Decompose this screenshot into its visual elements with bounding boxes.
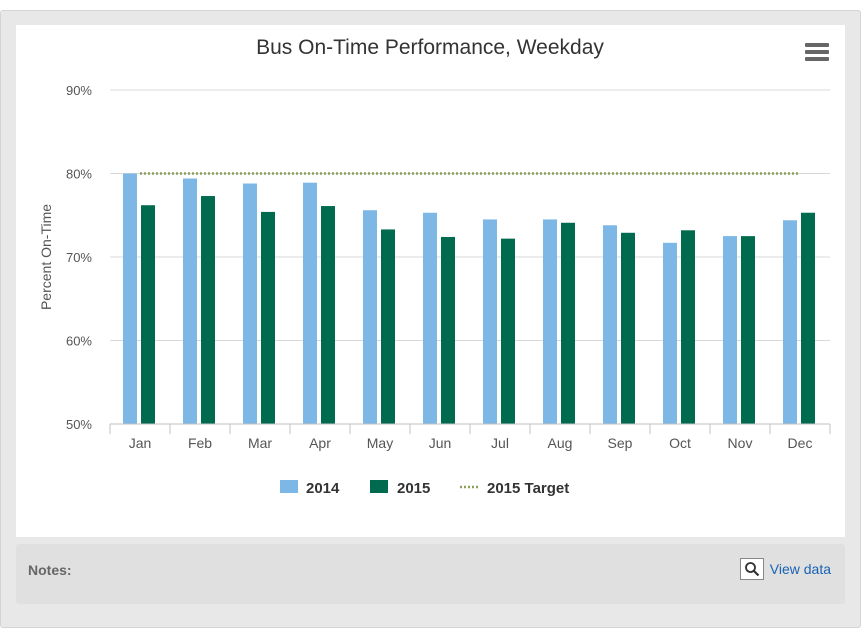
y-tick-label: 70%	[66, 250, 92, 265]
legend-item-2014[interactable]: 2014	[280, 480, 340, 497]
bar-2014-apr[interactable]	[303, 182, 317, 424]
bar-2015-nov[interactable]	[741, 236, 755, 424]
bar-2015-jun[interactable]	[441, 236, 455, 424]
x-tick-label: Feb	[188, 435, 212, 451]
bar-2015-aug[interactable]	[561, 222, 575, 424]
legend-label: 2014	[306, 480, 340, 497]
legend-swatch	[280, 480, 298, 493]
x-tick-label: Nov	[728, 435, 753, 451]
y-tick-label: 80%	[66, 167, 92, 182]
x-tick-label: Sep	[608, 435, 633, 451]
bar-2015-jul[interactable]	[501, 238, 515, 424]
x-tick-label: Jan	[129, 435, 152, 451]
legend-swatch	[370, 480, 388, 493]
x-tick-label: Jun	[429, 435, 452, 451]
bar-2015-mar[interactable]	[261, 211, 275, 424]
bar-2014-dec[interactable]	[783, 220, 797, 424]
bar-2014-mar[interactable]	[243, 183, 257, 424]
bar-2015-feb[interactable]	[201, 196, 215, 424]
x-tick-label: Aug	[548, 435, 573, 451]
x-tick-label: Oct	[669, 435, 691, 451]
legend-label: 2015 Target	[487, 480, 569, 497]
bar-2014-jan[interactable]	[123, 173, 137, 425]
y-tick-label: 90%	[66, 83, 92, 98]
x-tick-label: May	[367, 435, 393, 451]
legend-item-2015[interactable]: 2015	[370, 480, 430, 497]
widget-container: Notes: View data	[0, 10, 861, 628]
bar-2014-jun[interactable]	[423, 212, 437, 424]
bar-2015-jan[interactable]	[141, 205, 155, 424]
view-data-button[interactable]: View data	[739, 558, 831, 580]
notes-bar: Notes: View data	[16, 544, 845, 604]
bar-2015-sep[interactable]	[621, 232, 635, 424]
hamburger-menu-icon[interactable]	[805, 43, 829, 63]
bar-2015-dec[interactable]	[801, 212, 815, 424]
y-axis-label: Percent On-Time	[38, 204, 54, 310]
view-data-link[interactable]: View data	[769, 561, 831, 577]
bar-2014-aug[interactable]	[543, 219, 557, 424]
magnifier-icon	[739, 558, 764, 580]
bar-2015-oct[interactable]	[681, 230, 695, 424]
y-tick-label: 50%	[66, 417, 92, 432]
bar-2014-jul[interactable]	[483, 219, 497, 424]
bar-2014-feb[interactable]	[183, 178, 197, 424]
chart-title: Bus On-Time Performance, Weekday	[256, 36, 604, 59]
bar-2015-may[interactable]	[381, 229, 395, 424]
bar-2014-sep[interactable]	[603, 225, 617, 424]
bar-2014-nov[interactable]	[723, 236, 737, 424]
legend-label: 2015	[397, 480, 430, 497]
x-tick-label: Dec	[788, 435, 813, 451]
x-tick-label: Apr	[309, 435, 331, 451]
x-tick-label: Jul	[491, 435, 509, 451]
legend-item-2015-target[interactable]: 2015 Target	[460, 480, 569, 497]
y-tick-label: 60%	[66, 334, 92, 349]
bar-2014-oct[interactable]	[663, 242, 677, 424]
notes-label: Notes:	[28, 562, 72, 578]
x-tick-label: Mar	[248, 435, 272, 451]
bar-2014-may[interactable]	[363, 210, 377, 424]
bar-2015-apr[interactable]	[321, 206, 335, 424]
